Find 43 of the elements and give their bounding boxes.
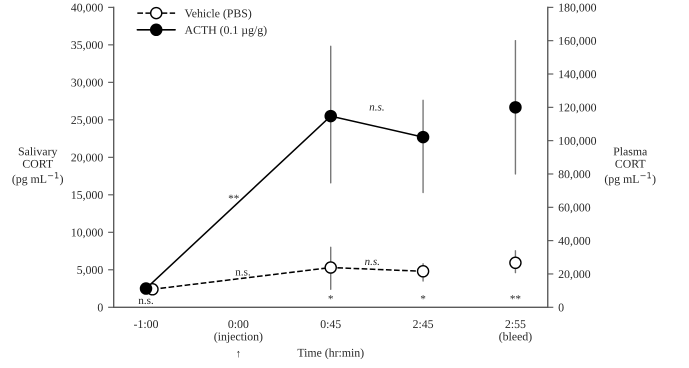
y2-tick-label: 140,000 (559, 70, 596, 80)
x-tick-label: 2:55 (bleed) (499, 320, 532, 343)
y2-tick-label: 100,000 (559, 136, 596, 147)
x-tick-label: 0:00 (injection) (214, 320, 262, 343)
y-tick-label: 35,000 (71, 41, 103, 51)
y-tick-label: 0 (98, 304, 103, 312)
annotation: ** (510, 295, 520, 300)
y-tick-label: 15,000 (72, 191, 103, 201)
y-tick-label: 20,000 (71, 154, 103, 164)
point (324, 261, 337, 274)
x-tick-label: -1:00 (134, 320, 158, 328)
y2-tick-label: 20,000 (558, 270, 590, 280)
annotation: n.s. (370, 105, 384, 111)
annotation: n.s. (364, 260, 379, 266)
y2-tick-label: 0 (558, 304, 564, 312)
y-tick-label: 25,000 (71, 116, 103, 126)
y2-tick-label: 120,000 (559, 104, 596, 114)
legend-label: ACTH (0.1 µg/g) (184, 26, 267, 36)
y-tick-label: 5,000 (77, 266, 103, 276)
point (416, 130, 430, 144)
annotation: n.s. (138, 298, 153, 304)
y2-axis-title: Plasma CORT (pg mL$^{−1}$) (604, 147, 656, 186)
annotation: ** (228, 194, 239, 199)
annotation: * (328, 295, 333, 300)
text: ↑ (237, 350, 240, 358)
y-tick-label: 10,000 (72, 228, 103, 238)
x-tick-label: 0:45 (320, 320, 341, 328)
y2-tick-label: 160,000 (559, 36, 596, 47)
y-axis-title: Salivary CORT (pg mL$^{−1}$) (12, 147, 63, 186)
y2-tick-label: 180,000 (559, 4, 596, 14)
y2-tick-label: 40,000 (558, 236, 590, 247)
point (140, 282, 152, 295)
annotation: n.s. (236, 270, 250, 276)
y2-tick-label: 60,000 (558, 204, 590, 214)
x-axis-title: Time (hr:min) (298, 348, 364, 360)
point (324, 110, 337, 122)
y-tick-label: 30,000 (71, 78, 103, 88)
annotation: * (420, 295, 426, 300)
legend-label: Vehicle (PBS) (184, 9, 252, 20)
y2-tick-label: 80,000 (558, 170, 590, 180)
x-tick-label: 2:45 (413, 320, 434, 328)
y-tick-label: 40,000 (71, 4, 103, 14)
point (416, 265, 430, 278)
